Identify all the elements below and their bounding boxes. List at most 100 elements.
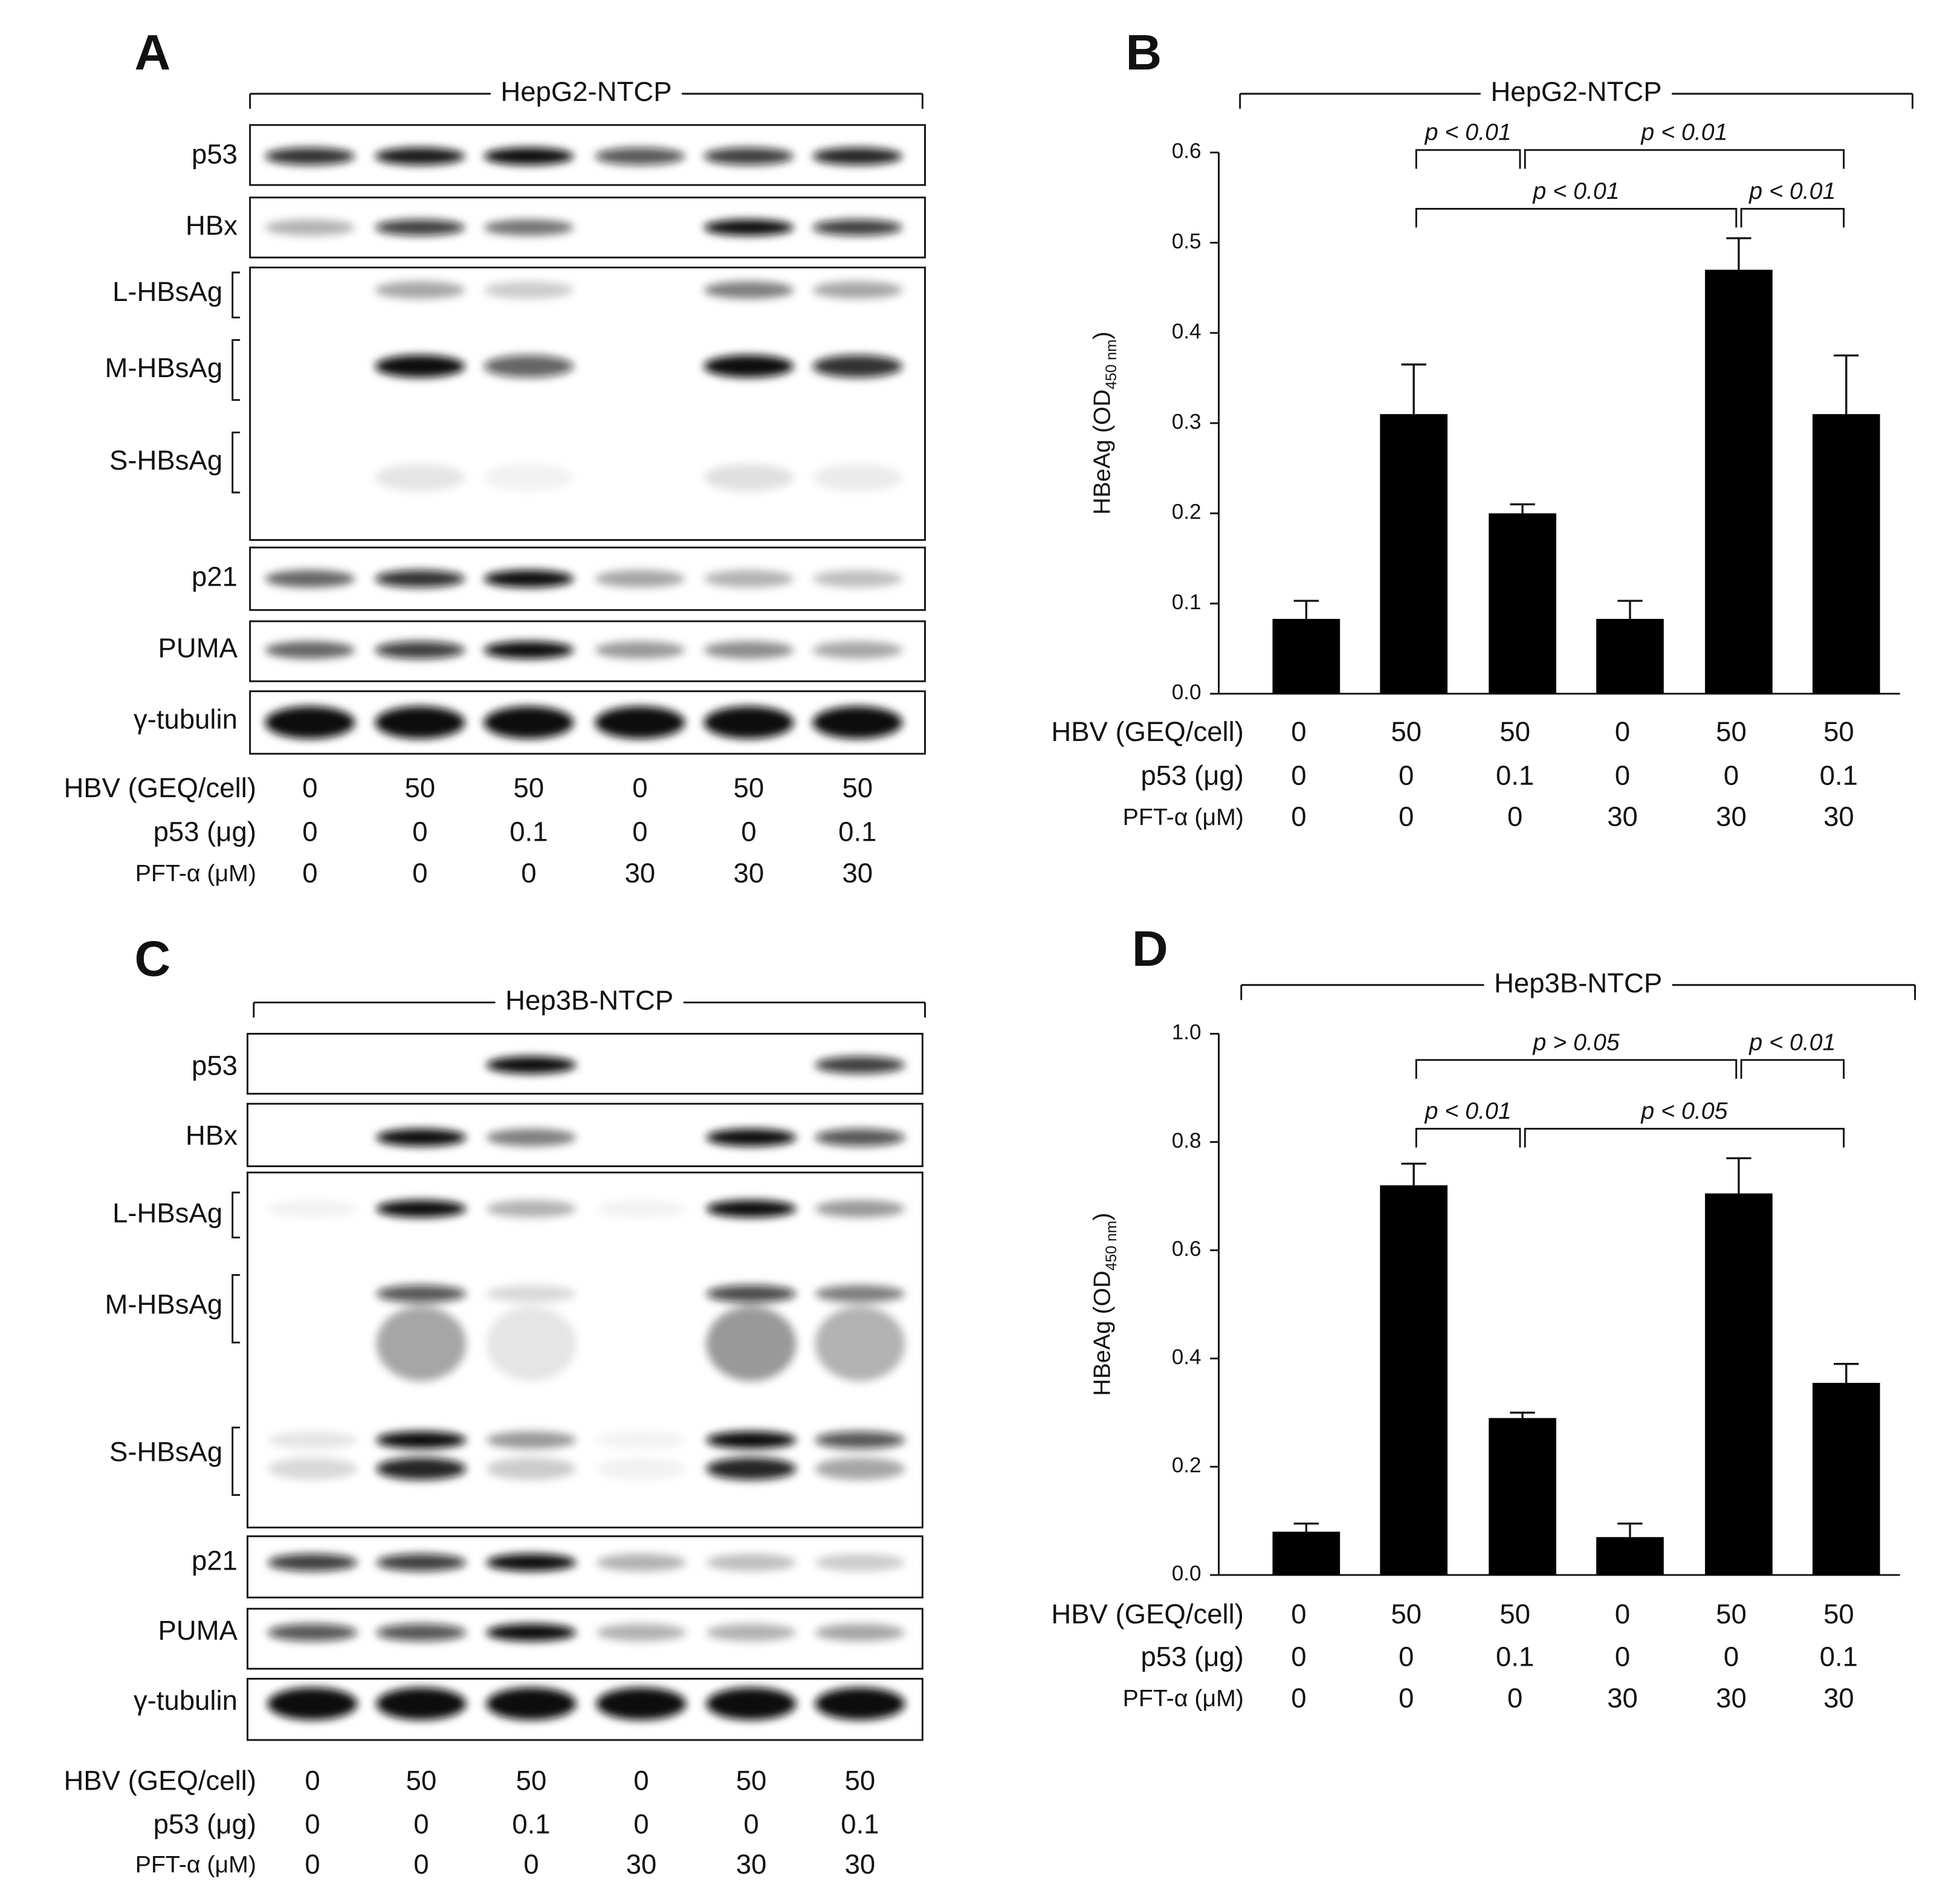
condition-label: PFT-α (μM) xyxy=(135,1851,256,1878)
condition-value: 0 xyxy=(1615,760,1630,791)
y-axis-label: HBeAg (OD450 nm) xyxy=(1089,1213,1120,1396)
band xyxy=(815,1056,905,1074)
band xyxy=(812,281,903,299)
band xyxy=(486,1623,577,1642)
condition-value: 50 xyxy=(1499,1599,1530,1629)
band xyxy=(486,1056,577,1074)
significance-bracket xyxy=(1415,1128,1521,1148)
significance-label: p < 0.05 xyxy=(1640,1098,1727,1124)
significance-bracket xyxy=(1524,1128,1845,1148)
y-tick-label: 0.5 xyxy=(1172,230,1202,253)
band xyxy=(706,1200,797,1218)
bar xyxy=(1380,414,1448,694)
error-bar xyxy=(1726,237,1751,270)
error-bar xyxy=(1510,503,1535,514)
condition-label: p53 (μg) xyxy=(154,817,256,847)
condition-value: 0 xyxy=(413,1849,429,1880)
row-bracket xyxy=(231,1274,241,1344)
significance-bracket xyxy=(1415,207,1738,228)
condition-value: 30 xyxy=(734,858,765,888)
condition-value: 0 xyxy=(1507,801,1522,832)
row-bracket xyxy=(231,432,241,494)
y-label-part: 450 nm xyxy=(1104,1221,1120,1271)
condition-label: p53 (μg) xyxy=(1141,760,1244,791)
band xyxy=(267,1553,358,1571)
condition-value: 0 xyxy=(1291,801,1306,832)
row-label: HBx xyxy=(186,1120,238,1151)
blot-frame xyxy=(247,1608,923,1670)
bar xyxy=(1272,618,1341,694)
band xyxy=(265,570,355,588)
condition-value: 50 xyxy=(1823,716,1854,747)
band xyxy=(815,1431,905,1449)
row-label: γ-tubulin xyxy=(134,704,238,734)
y-tick-label: 0.0 xyxy=(1172,681,1202,704)
condition-label: HBV (GEQ/cell) xyxy=(63,772,256,803)
significance-label: p > 0.05 xyxy=(1533,1029,1620,1055)
band xyxy=(376,1128,467,1147)
condition-value: 0 xyxy=(1615,1642,1630,1672)
condition-value: 0.1 xyxy=(1496,1642,1534,1672)
condition-value: 0 xyxy=(302,772,317,803)
row-label: M-HBsAg xyxy=(105,1289,222,1319)
y-label-part: ) xyxy=(1089,331,1116,339)
error-bar xyxy=(1401,363,1426,415)
band xyxy=(484,464,574,491)
band xyxy=(595,706,685,739)
condition-value: 0 xyxy=(412,817,427,847)
band xyxy=(812,706,903,739)
y-tick-label: 0.3 xyxy=(1172,410,1202,433)
y-label-part: 450 nm xyxy=(1104,340,1120,390)
band xyxy=(703,706,794,739)
band xyxy=(815,1285,905,1303)
row-label: S-HBsAg xyxy=(109,1436,222,1467)
condition-value: 50 xyxy=(842,772,873,803)
condition-value: 0 xyxy=(523,1849,539,1880)
band xyxy=(703,570,794,588)
condition-value: 50 xyxy=(1823,1599,1854,1629)
error-bar xyxy=(1401,1162,1426,1186)
band xyxy=(596,1553,687,1571)
condition-label: HBV (GEQ/cell) xyxy=(1051,1599,1244,1629)
row-label: p53 xyxy=(192,139,238,170)
significance-label: p < 0.01 xyxy=(1748,178,1835,204)
band xyxy=(376,1553,467,1571)
y-tick-label: 0.4 xyxy=(1172,1345,1202,1369)
y-tick-label: 0.1 xyxy=(1172,590,1202,614)
error-bar xyxy=(1834,354,1859,415)
condition-value: 30 xyxy=(845,1849,876,1880)
condition-value: 30 xyxy=(1716,801,1747,832)
band xyxy=(595,641,685,659)
significance-label: p < 0.01 xyxy=(1425,1098,1512,1124)
band xyxy=(376,1306,467,1382)
band xyxy=(376,1623,467,1642)
significance-label: p < 0.01 xyxy=(1425,119,1512,146)
condition-value: 50 xyxy=(516,1765,547,1796)
band xyxy=(815,1687,905,1720)
band xyxy=(596,1457,687,1480)
condition-value: 0 xyxy=(1399,760,1414,791)
y-label-part: ) xyxy=(1089,1213,1116,1221)
y-tick-label: 0.2 xyxy=(1172,500,1202,524)
band xyxy=(375,281,465,299)
band xyxy=(375,641,465,659)
condition-value: 30 xyxy=(1716,1683,1747,1713)
band xyxy=(706,1623,797,1642)
blot-frame xyxy=(247,1171,923,1528)
condition-value: 0 xyxy=(521,858,536,888)
band xyxy=(706,1285,797,1303)
band xyxy=(376,1431,467,1449)
condition-value: 30 xyxy=(736,1849,767,1880)
y-tick-label: 1.0 xyxy=(1172,1021,1202,1044)
band xyxy=(484,355,574,378)
condition-value: 0 xyxy=(1291,1683,1306,1713)
condition-value: 0 xyxy=(1399,801,1414,832)
band xyxy=(595,147,685,166)
y-axis-label: HBeAg (OD450 nm) xyxy=(1089,331,1120,514)
condition-value: 30 xyxy=(626,1849,657,1880)
band xyxy=(376,1285,467,1303)
panel-letter: D xyxy=(1132,920,1168,977)
band xyxy=(706,1431,797,1449)
